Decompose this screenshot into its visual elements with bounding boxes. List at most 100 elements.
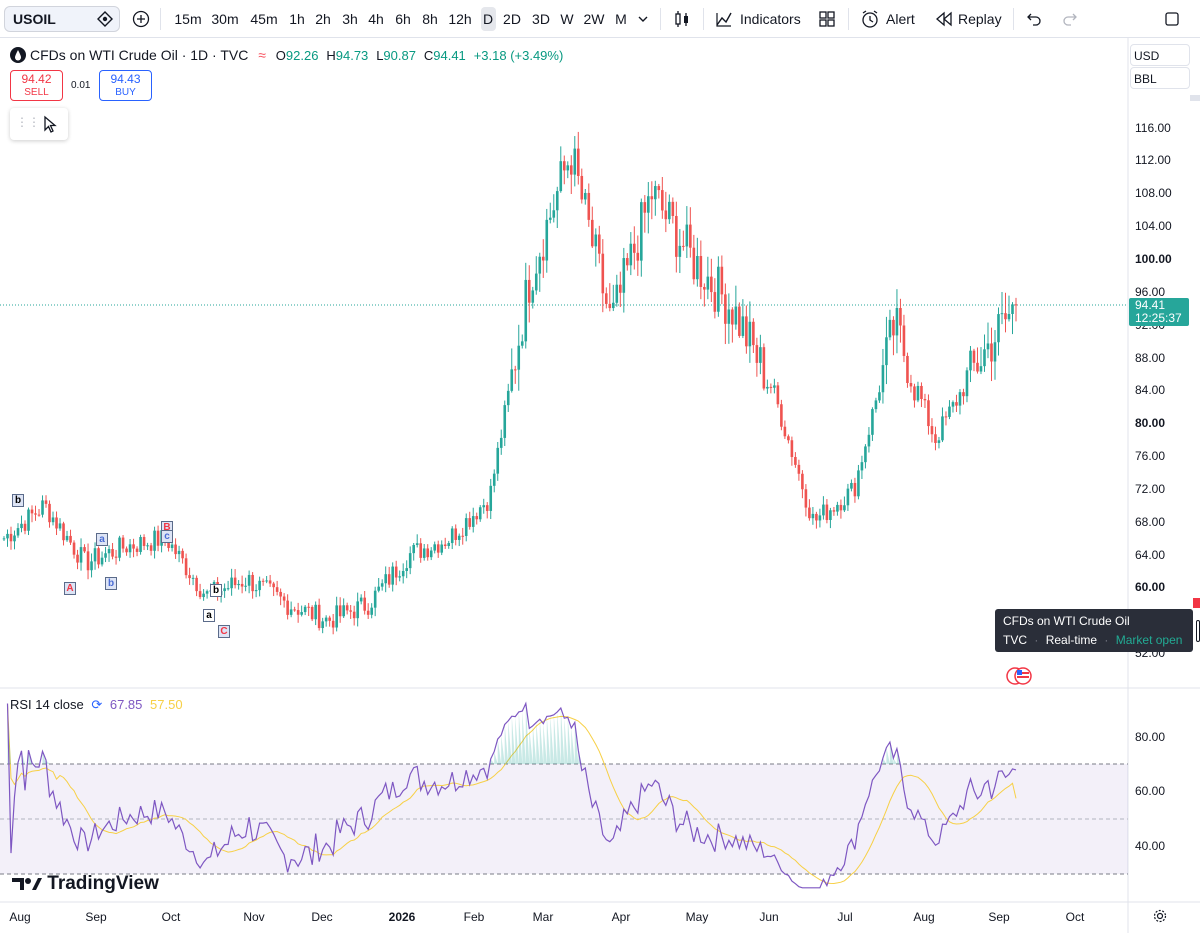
candle-body (118, 537, 121, 558)
scroll-handle[interactable] (1190, 95, 1200, 101)
candle-body (951, 402, 955, 407)
wave-label[interactable]: b (210, 584, 222, 597)
candle-body (503, 405, 507, 438)
candle-body (885, 337, 888, 366)
buy-button[interactable]: 94.43 BUY (99, 70, 152, 101)
undo-icon[interactable] (1026, 11, 1042, 27)
time-tick: Jun (759, 910, 779, 924)
timeframe-3h[interactable]: 3h (342, 11, 358, 27)
alert-button[interactable]: Alert (886, 11, 915, 27)
candle-body (254, 590, 258, 592)
timeframe-D[interactable]: D (480, 7, 496, 31)
timeframe-1h[interactable]: 1h (289, 11, 305, 27)
candle-body (244, 585, 247, 587)
candle-body (247, 574, 251, 586)
candle-body (268, 580, 272, 584)
add-symbol-icon[interactable] (132, 10, 150, 28)
chevron-down-icon[interactable] (636, 12, 650, 26)
candle-body (787, 436, 790, 441)
candle-body (366, 610, 370, 615)
wave-label[interactable]: C (218, 625, 230, 638)
candle-body (310, 607, 314, 620)
candle-body (850, 482, 853, 489)
timeframe-15m[interactable]: 15m (174, 11, 202, 27)
candle-body (664, 210, 668, 220)
indicators-icon[interactable] (714, 9, 734, 29)
tv-logo-icon (12, 877, 42, 890)
settings-gear-icon[interactable] (1153, 909, 1167, 923)
timeframe-30m[interactable]: 30m (211, 11, 239, 27)
favorite-diamond-icon[interactable] (96, 10, 114, 28)
rsi-tick: 40.00 (1135, 839, 1166, 853)
symbol-tooltip: CFDs on WTI Crude Oil TVC · Real-time · … (995, 609, 1193, 652)
price-tick: 104.00 (1135, 219, 1172, 234)
candle-body (661, 190, 664, 211)
candle-body (69, 535, 72, 543)
wave-label[interactable]: b (105, 577, 117, 590)
panel-handle[interactable] (1196, 620, 1200, 642)
timeframe-M[interactable]: M (615, 11, 627, 27)
replay-button[interactable]: Replay (958, 11, 1002, 27)
layouts-grid-icon[interactable] (818, 10, 836, 28)
redo-icon[interactable] (1062, 11, 1078, 27)
timeframe-2D[interactable]: 2D (503, 11, 521, 27)
candle-body (282, 596, 286, 601)
cursor-arrow-icon[interactable] (42, 115, 58, 133)
wave-label[interactable]: c (161, 530, 173, 543)
wave-label[interactable]: a (96, 533, 108, 546)
timeframe-12h[interactable]: 12h (448, 11, 472, 27)
candle-body (927, 400, 930, 427)
drag-handle-icon[interactable]: ⋮⋮ (16, 115, 40, 129)
timeframe-8h[interactable]: 8h (422, 11, 438, 27)
candle-body (583, 192, 587, 200)
indicators-button[interactable]: Indicators (740, 11, 801, 27)
candle-body (811, 513, 815, 519)
top-toolbar: USOIL 15m 30m 45m 1h 2h 3h 4h 6h 8h 12h D 2D 3D W 2W M … (0, 0, 1200, 38)
candle-body (506, 390, 510, 406)
price-tick: 72.00 (1135, 481, 1166, 496)
timeframe-2W[interactable]: 2W (583, 11, 605, 27)
price-marker (1193, 598, 1200, 608)
unit-label: BBL (1134, 72, 1157, 86)
timeframe-45m[interactable]: 45m (250, 11, 278, 27)
us-flag-icon[interactable] (1005, 666, 1035, 686)
timeframe-W[interactable]: W (560, 11, 574, 27)
candle-body (391, 566, 394, 585)
legend-close: 94.41 (433, 48, 466, 63)
wave-label[interactable]: A (64, 582, 76, 595)
candle-body (636, 252, 640, 261)
rsi-settings-icon[interactable]: ⟳ (91, 697, 103, 712)
candle-body (1004, 313, 1007, 320)
symbol-search[interactable]: USOIL (4, 6, 120, 32)
currency-selector[interactable]: USD (1130, 44, 1190, 66)
candle-body (450, 528, 454, 544)
candle-body (373, 590, 377, 608)
candle-body (913, 386, 916, 401)
replay-icon[interactable] (934, 10, 954, 28)
timeframe-6h[interactable]: 6h (395, 11, 411, 27)
candle-body (436, 544, 440, 553)
candle-body (20, 523, 23, 529)
candle-body (55, 517, 58, 529)
candle-body (559, 161, 563, 192)
sell-button[interactable]: 94.42 SELL (10, 70, 63, 101)
timeframe-2h[interactable]: 2h (315, 11, 331, 27)
candle-body (548, 217, 552, 220)
candle-body (906, 355, 909, 384)
candle-body (41, 500, 44, 515)
wave-label[interactable]: a (203, 609, 215, 622)
timeframe-3D[interactable]: 3D (532, 11, 550, 27)
timeframe-4h[interactable]: 4h (368, 11, 384, 27)
candle-body (895, 308, 899, 336)
candle-body (251, 574, 254, 592)
fullscreen-icon[interactable] (1164, 11, 1180, 27)
candle-body (223, 588, 226, 592)
candle-body (843, 505, 846, 511)
alert-clock-icon[interactable] (860, 9, 880, 29)
wave-label[interactable]: b (12, 494, 24, 507)
unit-selector[interactable]: BBL (1130, 67, 1190, 89)
candle-body (422, 548, 426, 558)
time-tick: Mar (532, 910, 554, 924)
candles-chart-type-icon[interactable] (672, 9, 692, 29)
